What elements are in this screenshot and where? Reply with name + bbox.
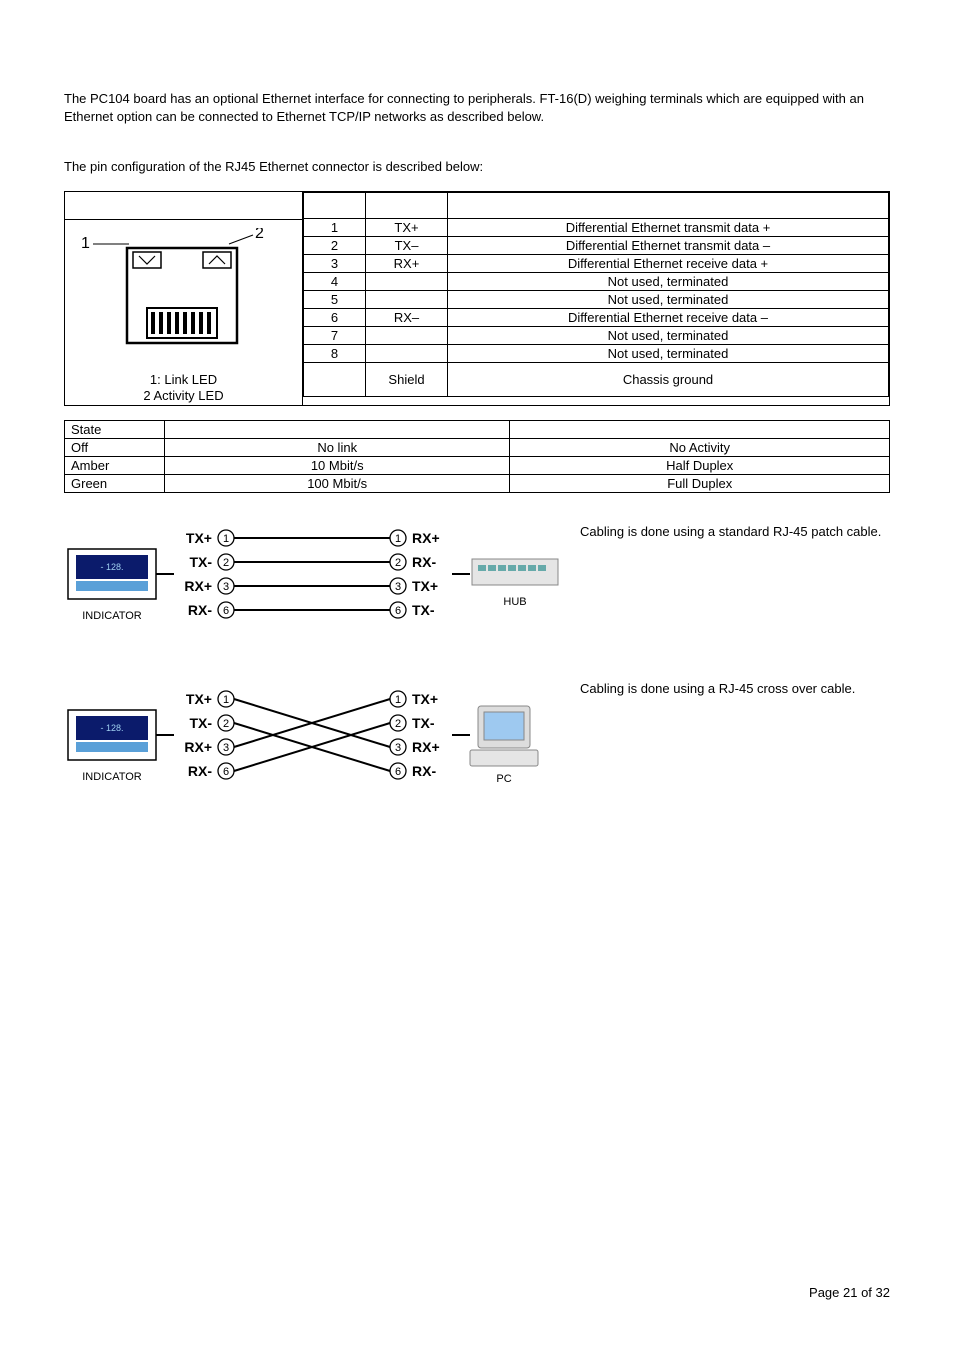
svg-text:2: 2 [223, 718, 229, 730]
svg-text:TX+: TX+ [412, 691, 438, 707]
intro-text: The PC104 board has an optional Ethernet… [64, 90, 890, 126]
svg-text:TX-: TX- [189, 554, 212, 570]
indicator-label: INDICATOR [82, 610, 142, 622]
svg-text:- 128.: - 128. [100, 562, 123, 572]
svg-text:2: 2 [395, 718, 401, 730]
svg-text:2: 2 [223, 557, 229, 569]
svg-text:TX+: TX+ [412, 578, 438, 594]
svg-text:3: 3 [223, 581, 229, 593]
page-footer: Page 21 of 32 [809, 1285, 890, 1300]
led-label-1: 1: Link LED [143, 372, 223, 389]
svg-text:1: 1 [223, 694, 229, 706]
svg-text:RX-: RX- [412, 554, 436, 570]
pc-label: PC [496, 773, 511, 785]
svg-text:- 128.: - 128. [100, 723, 123, 733]
led-state-table: State OffNo linkNo Activity Amber10 Mbit… [64, 420, 890, 493]
svg-text:RX+: RX+ [184, 739, 212, 755]
svg-text:3: 3 [223, 742, 229, 754]
svg-text:6: 6 [223, 766, 229, 778]
led-label-2: 2 Activity LED [143, 388, 223, 405]
pinconfig-text: The pin configuration of the RJ45 Ethern… [64, 158, 890, 176]
svg-text:6: 6 [395, 605, 401, 617]
svg-text:3: 3 [395, 581, 401, 593]
svg-text:6: 6 [395, 766, 401, 778]
svg-text:3: 3 [395, 742, 401, 754]
svg-text:1: 1 [395, 533, 401, 545]
hub-label: HUB [503, 596, 526, 608]
svg-text:6: 6 [223, 605, 229, 617]
svg-text:TX-: TX- [412, 602, 435, 618]
svg-text:1: 1 [223, 533, 229, 545]
rj45-connector-diagram: 1 2 [79, 228, 289, 368]
svg-text:TX-: TX- [189, 715, 212, 731]
svg-text:TX+: TX+ [186, 530, 212, 546]
svg-text:2: 2 [395, 557, 401, 569]
svg-text:RX-: RX- [188, 763, 212, 779]
svg-text:1: 1 [395, 694, 401, 706]
indicator-label-2: INDICATOR [82, 771, 142, 783]
svg-text:TX+: TX+ [186, 691, 212, 707]
cabling-diagram-pc: - 128. INDICATOR TX+ TX- RX+ RX- 1 2 3 6… [64, 680, 580, 800]
pin-signals-table: 1TX+Differential Ethernet transmit data … [303, 192, 889, 397]
pin-table: 1 2 [64, 191, 890, 407]
svg-text:RX-: RX- [412, 763, 436, 779]
cabling-diagram-hub: - 128. INDICATOR TX+ TX- RX+ RX- 1 2 3 6 [64, 523, 580, 633]
svg-text:RX+: RX+ [412, 530, 440, 546]
pc-cable-text: Cabling is done using a RJ-45 cross over… [580, 680, 890, 803]
svg-text:RX-: RX- [188, 602, 212, 618]
svg-text:RX+: RX+ [412, 739, 440, 755]
svg-text:RX+: RX+ [184, 578, 212, 594]
callout-1: 1 [81, 235, 90, 252]
hub-cable-text: Cabling is done using a standard RJ-45 p… [580, 523, 890, 636]
svg-text:TX-: TX- [412, 715, 435, 731]
callout-2: 2 [255, 228, 264, 242]
